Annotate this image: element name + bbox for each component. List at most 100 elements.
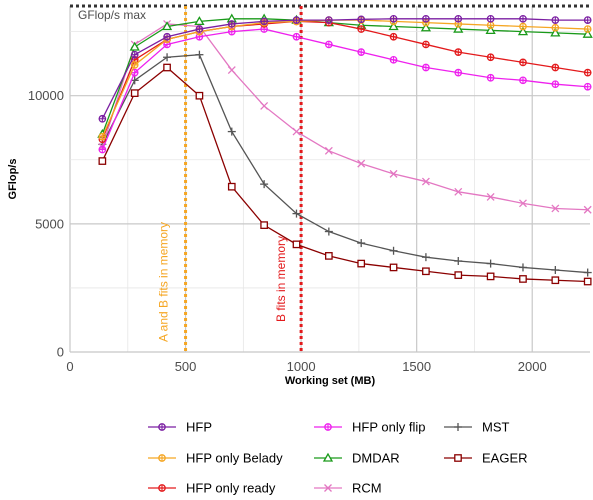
data-point-dmdar — [582, 28, 593, 38]
data-point-eager — [324, 252, 333, 260]
legend-swatch-marker — [158, 423, 166, 431]
data-point-dmdar — [453, 23, 464, 33]
data-point-hfp-only-ready — [551, 63, 560, 72]
data-point-hfp-only-flip — [551, 80, 560, 89]
data-point-hfp-only-flip — [98, 145, 107, 154]
data-point-dmdar — [550, 27, 561, 37]
legend-label: HFP only Belady — [186, 451, 283, 466]
data-point-hfp-only-ready — [519, 58, 527, 67]
data-point-mst — [389, 246, 398, 255]
data-point-hfp-only-flip — [486, 73, 495, 82]
data-point-hfp-only-ready — [422, 40, 430, 49]
data-point-hfp — [389, 14, 398, 23]
data-point-dmdar — [129, 41, 140, 51]
data-point-hfp — [227, 20, 236, 28]
data-point-hfp — [486, 14, 495, 23]
data-point-eager — [195, 91, 204, 100]
legend-label: EAGER — [482, 451, 528, 466]
legend-label: RCM — [352, 481, 382, 496]
data-point-eager — [130, 89, 139, 97]
data-point-rcm — [551, 204, 560, 213]
plot-background — [70, 6, 590, 352]
data-point-rcm — [292, 127, 301, 136]
legend-item-dmdar: DMDAR — [314, 451, 400, 466]
data-point-hfp-only-flip — [583, 82, 592, 91]
axes: 0 500 1000 1500 2000 0 5000 10000 Working set … — [7, 88, 547, 387]
data-point-eager — [583, 277, 592, 286]
y-tick-label: 0 — [57, 345, 64, 360]
legend-label: HFP only flip — [352, 420, 425, 435]
data-point-hfp-only-belady — [551, 23, 560, 32]
data-point-hfp-only-belady — [519, 22, 527, 31]
data-point-mst — [421, 253, 430, 262]
data-point-hfp-only-ready — [486, 53, 495, 62]
reference-lines: GFlop/s max A and B fits in memory B fit… — [70, 4, 590, 352]
series-line-hfp — [101, 18, 588, 120]
series-dmdar — [97, 13, 593, 138]
grid-lines — [69, 6, 590, 353]
data-point-hfp-only-flip — [422, 63, 430, 72]
x-tick-label: 1000 — [287, 359, 316, 374]
legend: HFP HFP only Belady HFP only ready HFP only… — [148, 420, 528, 496]
data-point-mst — [292, 209, 301, 218]
data-point-mst — [583, 268, 592, 277]
x-tick-label: 0 — [66, 359, 73, 374]
data-point-dmdar — [517, 26, 529, 36]
legend-item-mst: MST — [444, 420, 510, 435]
data-point-eager — [292, 240, 301, 249]
data-point-hfp-only-flip — [292, 32, 301, 41]
series-hfp-only-flip — [98, 25, 592, 154]
data-point-rcm — [454, 187, 463, 196]
y-axis-ticks: 0 5000 10000 — [28, 88, 64, 359]
series-line-eager — [101, 66, 588, 283]
x-axis-title: Working set (MB) — [285, 375, 376, 387]
x-axis-ticks: 0 500 1000 1500 2000 — [66, 359, 546, 374]
data-point-hfp — [422, 14, 430, 23]
data-point-hfp — [163, 32, 171, 41]
legend-label: HFP only ready — [186, 481, 276, 496]
data-point-hfp-only-ready — [583, 68, 592, 77]
data-point-hfp — [357, 15, 366, 24]
data-point-hfp-only-flip — [519, 76, 527, 85]
data-point-dmdar — [485, 25, 496, 34]
legend-label: DMDAR — [352, 451, 400, 466]
data-point-rcm — [260, 101, 269, 110]
b-fits-memory-label: B fits in memory — [274, 236, 288, 322]
data-point-hfp-only-ready — [454, 48, 463, 56]
data-point-rcm — [486, 192, 495, 201]
y-axis-title: GFlop/s — [7, 159, 19, 200]
data-point-eager — [357, 259, 366, 268]
data-point-hfp-only-belady — [130, 61, 139, 69]
series-line-dmdar — [101, 18, 588, 135]
data-point-rcm — [324, 146, 333, 155]
data-point-hfp-only-belady — [583, 25, 592, 33]
data-point-mst — [195, 50, 204, 59]
data-point-eager — [227, 182, 236, 191]
legend-swatch-marker — [158, 454, 166, 462]
legend-swatch-marker — [454, 423, 462, 431]
data-point-dmdar — [420, 22, 432, 32]
data-point-eager — [389, 263, 398, 272]
legend-swatch-marker — [322, 452, 334, 462]
legend-swatch-marker — [158, 484, 166, 492]
data-point-hfp-only-ready — [389, 32, 398, 41]
data-point-hfp — [551, 16, 560, 24]
legend-label: HFP — [186, 420, 212, 435]
legend-item-hfp-only-belady: HFP only Belady — [148, 451, 283, 466]
legend-item-hfp-only-ready: HFP only ready — [148, 481, 276, 496]
data-point-mst — [163, 53, 172, 62]
data-point-hfp-only-flip — [324, 40, 333, 49]
data-point-mst — [486, 259, 495, 268]
data-point-mst — [454, 257, 463, 266]
data-point-eager — [422, 267, 430, 276]
data-point-eager — [454, 271, 463, 279]
plot-panel: GFlop/s max A and B fits in memory B fit… — [69, 4, 593, 353]
data-point-eager — [163, 63, 171, 72]
legend-item-hfp-only-flip: HFP only flip — [314, 420, 425, 435]
data-point-rcm — [421, 177, 430, 186]
x-tick-label: 1500 — [402, 359, 431, 374]
data-point-hfp — [260, 17, 268, 26]
data-point-hfp-only-ready — [357, 25, 366, 33]
data-point-hfp — [195, 25, 204, 33]
